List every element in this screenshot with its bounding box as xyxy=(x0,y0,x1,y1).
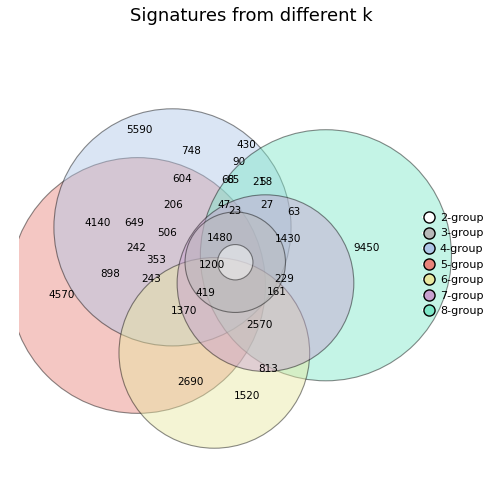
Circle shape xyxy=(10,158,266,413)
Text: 898: 898 xyxy=(100,269,119,279)
Text: 813: 813 xyxy=(258,364,278,374)
Text: 4570: 4570 xyxy=(48,290,75,300)
Text: 9450: 9450 xyxy=(354,243,380,254)
Text: 2690: 2690 xyxy=(177,376,203,387)
Circle shape xyxy=(119,258,309,448)
Text: 1430: 1430 xyxy=(275,234,301,244)
Text: 229: 229 xyxy=(274,275,294,284)
Text: 430: 430 xyxy=(236,140,256,150)
Text: 419: 419 xyxy=(195,288,215,298)
Text: 47: 47 xyxy=(218,200,231,210)
Text: 1480: 1480 xyxy=(207,232,233,242)
Circle shape xyxy=(201,130,452,381)
Circle shape xyxy=(185,212,285,312)
Title: Signatures from different k: Signatures from different k xyxy=(130,7,373,25)
Circle shape xyxy=(54,109,291,346)
Text: 206: 206 xyxy=(163,200,183,210)
Text: 5590: 5590 xyxy=(126,124,152,135)
Text: 27: 27 xyxy=(260,200,273,210)
Text: 161: 161 xyxy=(267,287,287,296)
Text: 748: 748 xyxy=(181,146,201,156)
Text: 58: 58 xyxy=(259,177,272,187)
Text: 1370: 1370 xyxy=(171,306,197,316)
Circle shape xyxy=(177,195,354,371)
Text: 65: 65 xyxy=(226,175,239,185)
Text: 649: 649 xyxy=(124,218,144,228)
Text: 90: 90 xyxy=(232,157,245,167)
Text: 242: 242 xyxy=(127,243,146,254)
Text: 1520: 1520 xyxy=(234,391,260,401)
Circle shape xyxy=(218,244,253,280)
Text: 506: 506 xyxy=(157,228,177,238)
Text: 23: 23 xyxy=(229,206,242,216)
Text: 243: 243 xyxy=(142,275,161,284)
Text: 68: 68 xyxy=(221,175,234,185)
Text: 63: 63 xyxy=(288,208,301,217)
Text: 1200: 1200 xyxy=(199,261,225,271)
Legend: 2-group, 3-group, 4-group, 5-group, 6-group, 7-group, 8-group: 2-group, 3-group, 4-group, 5-group, 6-gr… xyxy=(419,209,488,321)
Text: 21: 21 xyxy=(253,177,266,187)
Text: 604: 604 xyxy=(172,173,192,183)
Text: 353: 353 xyxy=(146,255,166,265)
Text: 4140: 4140 xyxy=(85,218,111,228)
Text: 2570: 2570 xyxy=(247,320,273,330)
